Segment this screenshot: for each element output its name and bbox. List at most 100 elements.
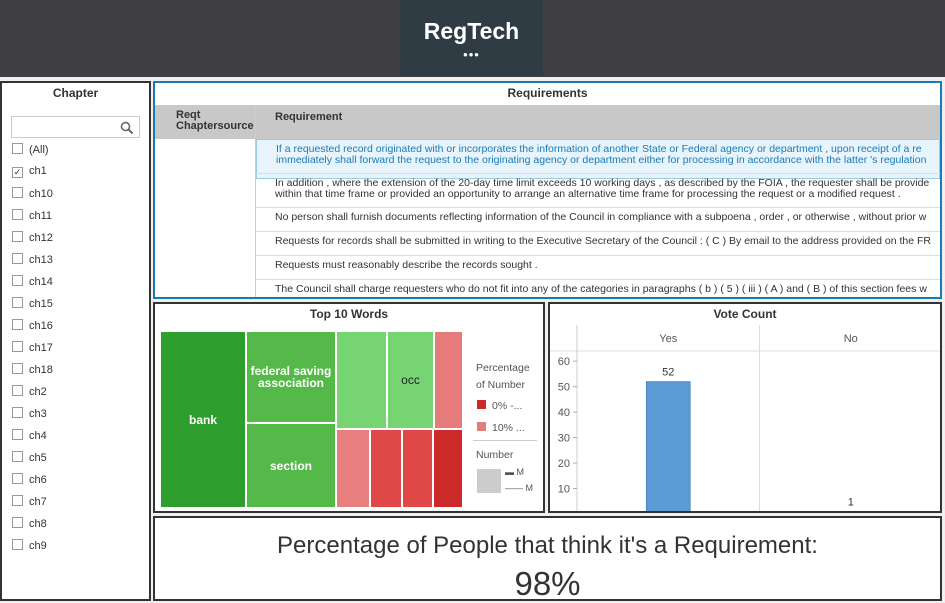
app-title: RegTech (423, 18, 520, 44)
treemap-cell[interactable] (337, 430, 369, 507)
chapter-option[interactable]: ch10 (12, 187, 53, 200)
table-row[interactable]: The Council shall charge requesters who … (256, 279, 940, 297)
chapter-option[interactable]: ch16 (12, 319, 53, 332)
checkbox (12, 451, 23, 462)
legend-label: 0% -... (492, 400, 523, 412)
logo[interactable]: RegTech ••• (400, 0, 543, 76)
option-label: ch12 (29, 232, 53, 244)
chapter-option[interactable]: ch15 (12, 297, 53, 310)
column-header: Reqt Chaptersource (176, 109, 254, 132)
search-icon (120, 121, 134, 135)
menu-dots: ••• (463, 47, 480, 62)
checkbox (12, 473, 23, 484)
y-tick-label: 30 (558, 433, 570, 445)
checkbox (12, 495, 23, 506)
table-row[interactable]: Requests for records shall be submitted … (256, 231, 940, 260)
legend-label: 10% ... (492, 422, 525, 434)
column-header: No (844, 333, 858, 345)
checkbox (12, 539, 23, 550)
panel-title: Top 10 Words (309, 307, 389, 321)
chapter-option[interactable]: ch18 (12, 363, 53, 376)
bar (829, 511, 873, 513)
chapter-option[interactable]: ch4 (12, 429, 47, 442)
checkbox (12, 143, 23, 154)
option-label: ch13 (29, 254, 53, 266)
legend-label: M (516, 467, 525, 477)
chapter-option[interactable]: ch2 (12, 385, 47, 398)
word-label: federal saving association (250, 364, 332, 390)
treemap-cell[interactable] (403, 430, 432, 507)
checkbox (12, 253, 23, 264)
panel-title: Vote Count (713, 307, 777, 321)
treemap-cell[interactable] (435, 332, 462, 428)
vote-chart: 10 20 30 40 50 60 Yes 52 No 1 (550, 325, 940, 513)
chapter-option[interactable]: ch6 (12, 473, 47, 486)
summary-label: Percentage of People that think it's a R… (277, 532, 818, 559)
requirement-text: If a requested record originated with or… (276, 143, 922, 155)
top-words-panel: Top 10 Words bank federal saving associa… (153, 302, 545, 513)
legend-item: 0% -... (477, 400, 522, 412)
checkbox (12, 297, 23, 308)
checkbox (12, 385, 23, 396)
legend-title: Percentage of Number (476, 362, 530, 391)
table-row[interactable]: In addition , where the extension of the… (256, 173, 940, 212)
chapter-option[interactable]: ch11 (12, 209, 52, 222)
chapter-option[interactable]: ch17 (12, 341, 53, 354)
value-label: 52 (662, 367, 674, 379)
checkbox (12, 209, 23, 220)
chapter-option[interactable]: (All) (12, 143, 49, 156)
treemap-cell[interactable]: bank (161, 332, 245, 507)
panel-title: Requirements (507, 86, 588, 100)
option-label: ch8 (29, 518, 47, 530)
chapter-option[interactable]: ch3 (12, 407, 47, 420)
option-label: ch18 (29, 364, 53, 376)
option-label: ch3 (29, 408, 47, 420)
y-tick-label: 20 (558, 458, 570, 470)
chapter-option[interactable]: ch12 (12, 231, 53, 244)
checkbox (12, 363, 23, 374)
requirement-text: immediately shall forward the request to… (276, 154, 927, 166)
y-tick-label: 40 (558, 407, 570, 419)
treemap-cell[interactable] (371, 430, 401, 507)
chapter-option[interactable]: ch13 (12, 253, 53, 266)
treemap-cell[interactable] (337, 332, 386, 428)
checkbox (12, 517, 23, 528)
column-header: Yes (659, 333, 677, 345)
table-row[interactable]: Requests must reasonably describe the re… (256, 255, 940, 284)
option-label: ch9 (29, 540, 47, 552)
requirement-text: Requests for records shall be submitted … (275, 235, 931, 247)
checkbox (12, 275, 23, 286)
treemap-cell[interactable]: federal saving association (247, 332, 335, 422)
word-label: bank (188, 412, 217, 427)
legend-divider (473, 440, 537, 441)
checkbox (12, 429, 23, 440)
chapter-option[interactable]: ch7 (12, 495, 47, 508)
chapter-filter: Chapter (All) ✓ ch1 ch10 ch11 ch12 ch13 ch14 ch1… (0, 81, 151, 601)
checkbox: ✓ (12, 167, 23, 178)
option-label: ch16 (29, 320, 53, 332)
chapter-option[interactable]: ch14 (12, 275, 53, 288)
treemap-cell[interactable] (434, 430, 462, 507)
treemap-cell[interactable]: occ (388, 332, 433, 428)
option-label: ch1 (29, 165, 47, 177)
vote-count-panel: Vote Count 10 20 30 40 50 60 Yes 52 No 1 (548, 302, 942, 513)
table-header (155, 105, 940, 139)
treemap-cell[interactable]: section (247, 424, 335, 507)
column-header: Requirement (275, 111, 343, 123)
chapter-option[interactable]: ✓ ch1 (12, 165, 47, 178)
requirement-text: In addition , where the extension of the… (275, 177, 930, 189)
search-box[interactable] (11, 116, 140, 138)
table-row[interactable]: No person shall furnish documents reflec… (256, 207, 940, 236)
checkbox (12, 319, 23, 330)
requirement-text: Requests must reasonably describe the re… (275, 259, 538, 271)
bar (645, 381, 691, 511)
checkbox (12, 407, 23, 418)
chapter-option[interactable]: ch8 (12, 517, 47, 530)
chapter-option[interactable]: ch9 (12, 539, 47, 552)
table-row[interactable]: If a requested record originated with or… (256, 139, 940, 179)
checkbox (12, 187, 23, 198)
chapter-option[interactable]: ch5 (12, 451, 47, 464)
legend-item: ▬ M (505, 467, 525, 477)
checkbox (12, 231, 23, 242)
option-label: (All) (29, 144, 49, 156)
